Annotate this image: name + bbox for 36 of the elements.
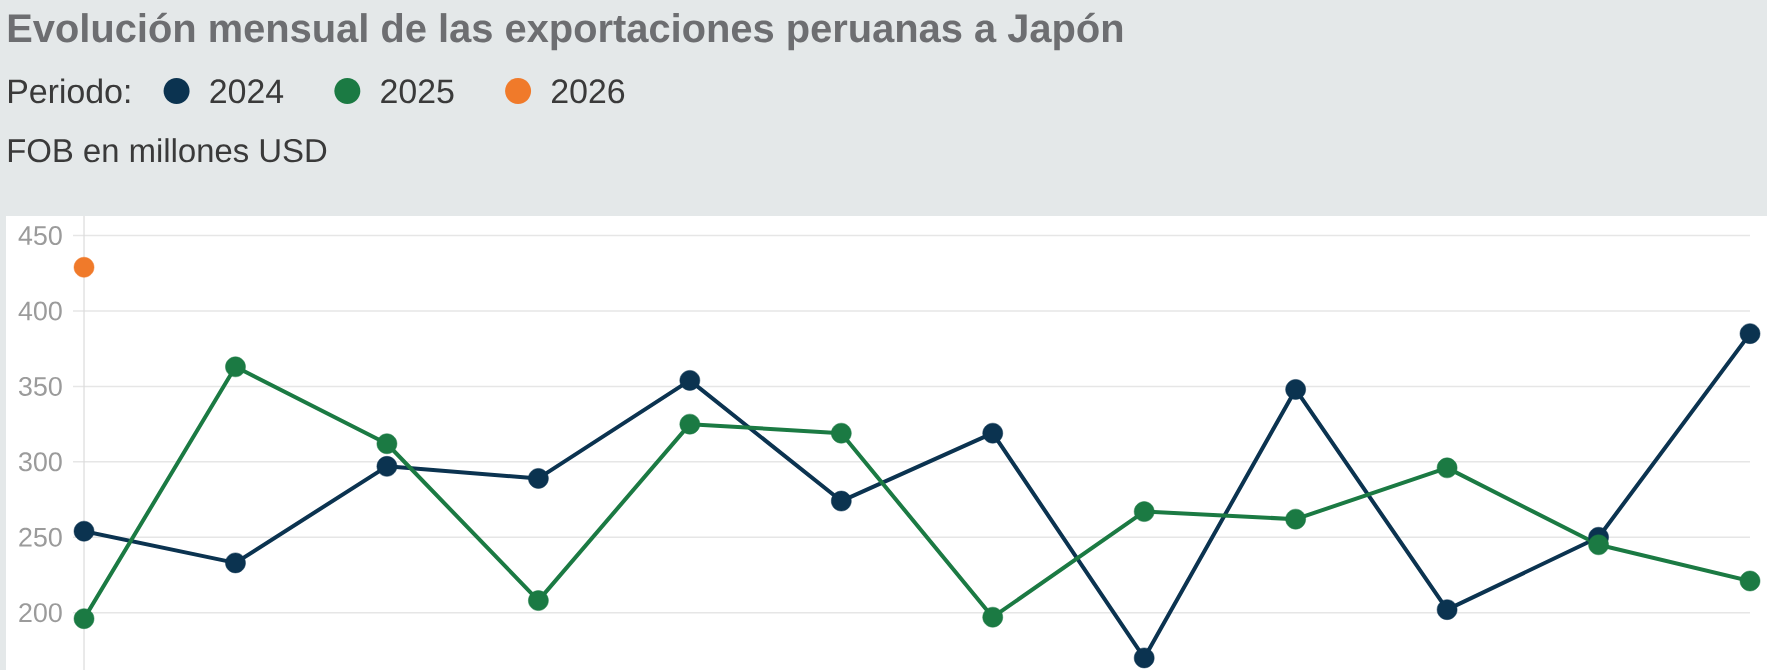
- y-tick-label: 400: [18, 301, 62, 321]
- y-tick-label: 250: [19, 527, 62, 547]
- point: [1285, 508, 1306, 530]
- point: [831, 490, 852, 512]
- legend-label: 2024: [210, 79, 284, 104]
- legend-label: 2025: [381, 79, 454, 104]
- point: [225, 356, 246, 378]
- point: [73, 520, 95, 542]
- y-tick-label: 350: [18, 376, 62, 396]
- point: [528, 590, 549, 611]
- point: [1133, 647, 1155, 669]
- point: [679, 413, 701, 435]
- point: [1436, 457, 1458, 479]
- point: [73, 608, 95, 629]
- point: [831, 422, 852, 444]
- y-tick-label: 450: [18, 226, 62, 246]
- point: [679, 370, 701, 391]
- y-axis-title: FOB en millones USD: [8, 138, 327, 163]
- legend-title: Periodo:: [9, 78, 130, 104]
- point: [1739, 570, 1761, 592]
- point: [1285, 379, 1306, 400]
- y-tick-label: 200: [19, 603, 62, 623]
- point: [1436, 599, 1458, 620]
- point: [225, 552, 246, 574]
- point: [528, 468, 549, 489]
- point: [1588, 534, 1609, 556]
- point: [73, 257, 95, 278]
- legend-label: 2026: [551, 79, 625, 104]
- point: [1133, 501, 1155, 522]
- point: [982, 422, 1003, 444]
- y-tick-label: 300: [18, 452, 62, 472]
- point: [376, 456, 398, 477]
- point: [982, 606, 1003, 628]
- point: [1739, 323, 1761, 344]
- point: [376, 433, 398, 454]
- chart-title: Evolución mensual de las exportaciones peruanas a Japón: [8, 12, 1123, 51]
